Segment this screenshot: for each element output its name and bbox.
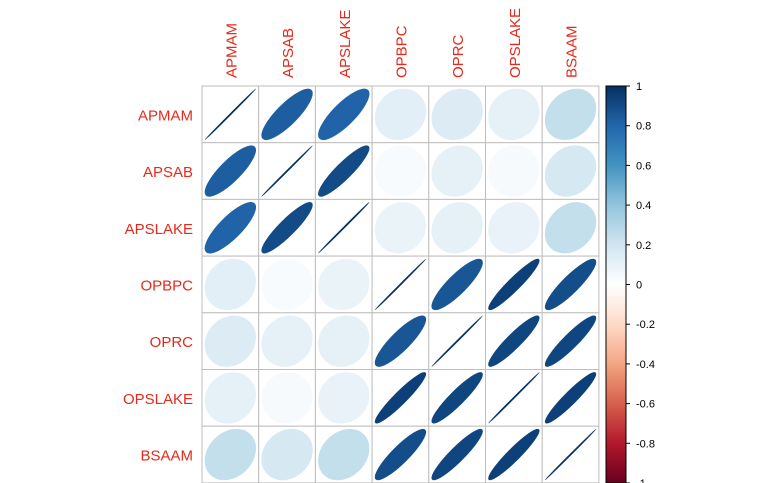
row-labels: APMAM APSAB APSLAKE OPBPC OPRC OPSLAKE BSAAM bbox=[123, 107, 193, 464]
correlation-ellipse-opbpc-oprc bbox=[431, 258, 483, 311]
column-label: OPSLAKE bbox=[507, 8, 524, 78]
column-label: APSLAKE bbox=[337, 10, 354, 78]
correlation-ellipse-apmam-apsab bbox=[261, 88, 313, 141]
correlation-ellipse-opslake-oprc bbox=[431, 372, 483, 424]
correlation-ellipse-apmam-bsaam bbox=[544, 88, 597, 141]
colorbar-tick-label: 0.4 bbox=[636, 200, 651, 212]
correlation-ellipse-apmam-apmam bbox=[204, 88, 257, 141]
colorbar-tick-label: 1 bbox=[636, 81, 642, 93]
correlation-ellipse-bsaam-bsaam bbox=[544, 428, 597, 481]
correlation-ellipse-oprc-opbpc bbox=[374, 315, 427, 367]
correlation-ellipse-oprc-apslake bbox=[318, 315, 370, 367]
correlation-ellipse-opbpc-apmam bbox=[204, 258, 257, 311]
correlation-ellipse-oprc-apmam bbox=[204, 315, 257, 367]
correlation-ellipse-apslake-apmam bbox=[204, 202, 257, 254]
colorbar-tick-label: 0.2 bbox=[636, 240, 651, 252]
colorbar-tick-label: -0.6 bbox=[636, 399, 655, 411]
correlation-ellipse-bsaam-apslake bbox=[318, 428, 370, 481]
correlation-ellipse-opslake-apslake bbox=[318, 372, 370, 424]
correlation-ellipse-opbpc-opbpc bbox=[374, 258, 427, 311]
correlation-ellipse-opbpc-opslake bbox=[488, 258, 540, 311]
correlation-ellipse-bsaam-oprc bbox=[431, 428, 483, 481]
correlation-ellipse-oprc-oprc bbox=[431, 315, 483, 367]
column-label: OPBPC bbox=[393, 25, 410, 78]
correlation-ellipse-apsab-apsab bbox=[261, 145, 313, 197]
correlation-ellipse-bsaam-opbpc bbox=[374, 428, 427, 481]
column-label: OPRC bbox=[450, 34, 467, 78]
correlation-grid bbox=[201, 85, 600, 483]
correlation-ellipse-apsab-apmam bbox=[204, 145, 257, 197]
colorbar-tick-label: -0.2 bbox=[636, 319, 655, 331]
correlation-ellipse-apsab-oprc bbox=[431, 145, 483, 197]
correlation-ellipse-bsaam-opslake bbox=[488, 428, 540, 481]
correlation-ellipse-oprc-opslake bbox=[488, 315, 540, 367]
correlation-ellipse-opslake-apsab bbox=[261, 372, 313, 424]
correlation-ellipse-apslake-opbpc bbox=[374, 202, 427, 254]
correlation-ellipse-apsab-apslake bbox=[318, 145, 370, 197]
column-label: APSAB bbox=[280, 28, 297, 78]
correlation-ellipse-opbpc-apslake bbox=[318, 258, 370, 311]
row-label: OPSLAKE bbox=[123, 391, 193, 408]
column-label: BSAAM bbox=[564, 25, 581, 78]
correlation-ellipse-apslake-oprc bbox=[431, 202, 483, 254]
correlation-ellipse-apmam-opslake bbox=[488, 88, 540, 141]
correlation-ellipse-bsaam-apmam bbox=[204, 428, 257, 481]
row-label: BSAAM bbox=[140, 448, 193, 465]
correlation-ellipse-opslake-apmam bbox=[204, 372, 257, 424]
column-label: APMAM bbox=[223, 23, 240, 78]
correlation-ellipse-apmam-oprc bbox=[431, 88, 483, 140]
correlation-ellipse-oprc-bsaam bbox=[544, 315, 597, 367]
correlation-ellipse-apsab-opslake bbox=[488, 145, 540, 197]
correlation-ellipse-apslake-bsaam bbox=[544, 202, 597, 254]
row-label: APSLAKE bbox=[125, 221, 193, 238]
row-label: OPRC bbox=[150, 334, 194, 351]
correlation-ellipse-bsaam-apsab bbox=[261, 428, 313, 481]
row-label: APMAM bbox=[138, 107, 193, 124]
correlation-ellipse-opbpc-apsab bbox=[261, 258, 313, 311]
colorbar-tick-label: -1 bbox=[636, 478, 646, 483]
correlation-ellipse-opslake-opbpc bbox=[374, 372, 427, 424]
correlation-ellipse-apmam-apslake bbox=[318, 88, 370, 141]
column-labels: APMAM APSAB APSLAKE OPBPC OPRC OPSLAKE BSAAM bbox=[223, 8, 580, 78]
correlation-ellipse-apsab-opbpc bbox=[374, 145, 427, 197]
correlation-ellipse-oprc-apsab bbox=[261, 315, 313, 367]
colorbar-tick-label: 0.6 bbox=[636, 160, 651, 172]
colorbar-tick-label: 0 bbox=[636, 280, 642, 292]
colorbar: 1 0.8 0.6 0.4 0.2 0 -0.2 -0.4 -0.6 -0.8 -1 bbox=[605, 81, 655, 483]
colorbar-tick-label: 0.8 bbox=[636, 121, 651, 133]
colorbar-tick-label: -0.8 bbox=[636, 438, 655, 450]
row-label: APSAB bbox=[143, 164, 193, 181]
correlation-ellipse-opbpc-bsaam bbox=[544, 258, 597, 311]
colorbar-tick-label: -0.4 bbox=[636, 359, 655, 371]
row-label: OPBPC bbox=[140, 277, 193, 294]
colorbar-gradient bbox=[605, 85, 627, 483]
correlation-ellipse-apslake-opslake bbox=[488, 202, 540, 254]
correlation-ellipse-apslake-apslake bbox=[318, 202, 370, 254]
correlation-ellipse-apmam-opbpc bbox=[374, 88, 427, 140]
correlation-ellipse-opslake-bsaam bbox=[544, 372, 597, 424]
correlation-ellipse-opslake-opslake bbox=[488, 372, 540, 424]
correlation-ellipse-apslake-apsab bbox=[261, 202, 313, 254]
correlation-ellipse-apsab-bsaam bbox=[544, 145, 597, 197]
